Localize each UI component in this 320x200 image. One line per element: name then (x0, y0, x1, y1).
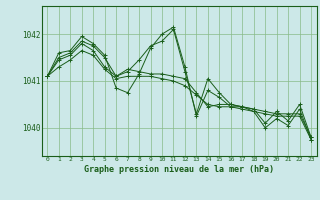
X-axis label: Graphe pression niveau de la mer (hPa): Graphe pression niveau de la mer (hPa) (84, 165, 274, 174)
